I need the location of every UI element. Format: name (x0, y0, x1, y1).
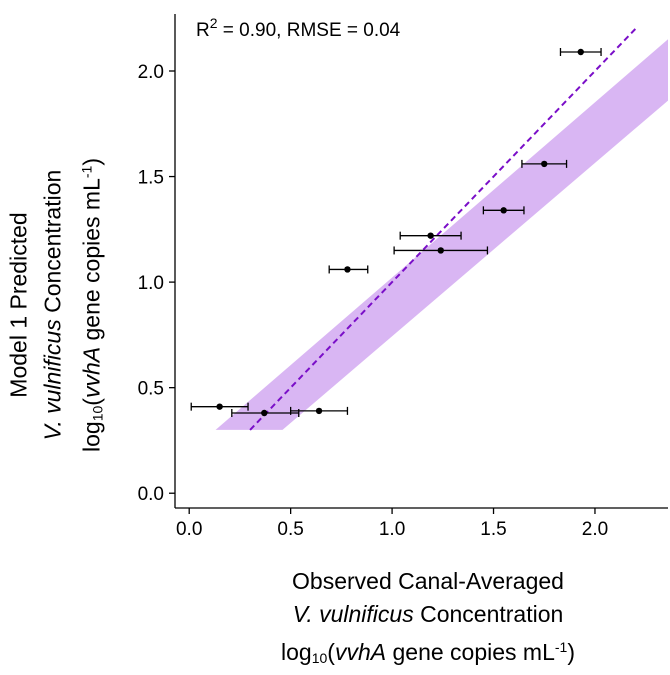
x-tick-label: 1.5 (480, 519, 506, 540)
data-point (427, 232, 434, 239)
x-axis-ticks: 0.0 0.5 1.0 1.5 2.0 (176, 508, 608, 540)
fit-statistics-annotation: R2 = 0.90, RMSE = 0.04 (196, 15, 401, 41)
y-tick-label: 0.0 (138, 484, 164, 505)
y-axis-title-line-2: V. vulnificus Concentration (39, 169, 65, 441)
y-tick-label: 2.0 (138, 62, 164, 83)
y-axis-title: Model 1 Predicted V. vulnificus Concentr… (5, 20, 110, 590)
y-tick-label: 1.0 (138, 273, 164, 294)
chart: 0.0 0.5 1.0 1.5 2.0 0.0 0.5 1.0 1.5 2.0 (138, 14, 668, 540)
fit-line (249, 28, 637, 431)
x-tick-label: 1.0 (379, 519, 405, 540)
data-point (437, 247, 444, 254)
y-tick-label: 1.5 (138, 168, 164, 189)
x-axis-title: Observed Canal-Averaged V. vulnificus Co… (188, 565, 668, 675)
data-point (577, 48, 584, 56)
data-point (261, 409, 268, 417)
y-axis-title-line-3: log10(vvhA gene copies mL-1) (78, 158, 105, 452)
x-axis-title-line-2: V. vulnificus Concentration (292, 601, 564, 627)
x-axis-title-line-3: log10(vvhA gene copies mL-1) (281, 639, 575, 666)
x-tick-label: 2.0 (582, 519, 608, 540)
y-tick-label: 0.5 (138, 379, 164, 400)
x-axis-title-line-1: Observed Canal-Averaged (292, 568, 564, 594)
x-tick-label: 0.0 (176, 519, 202, 540)
data-point (216, 403, 223, 410)
data-point (344, 266, 351, 273)
data-point (500, 207, 507, 214)
y-axis-title-line-1: Model 1 Predicted (5, 212, 31, 398)
error-bars (190, 48, 602, 417)
y-axis-ticks: 0.0 0.5 1.0 1.5 2.0 (138, 62, 175, 505)
confidence-band (215, 39, 668, 430)
data-point (315, 407, 323, 415)
data-point (541, 160, 548, 168)
x-tick-label: 0.5 (277, 519, 303, 540)
data-points (216, 48, 584, 417)
